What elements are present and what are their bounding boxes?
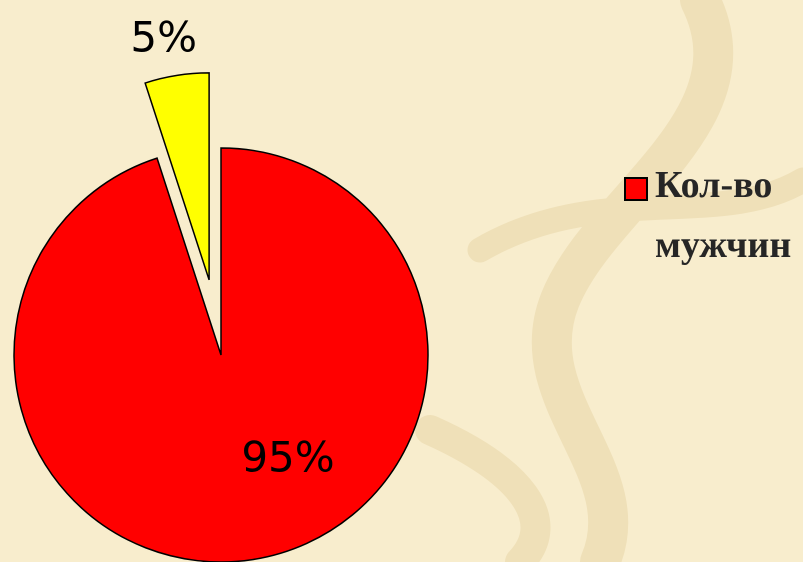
data-label: 95%	[241, 433, 334, 482]
data-label: 5%	[130, 12, 197, 61]
slide: 95% 5% Кол-во мужчин	[0, 0, 803, 562]
legend-swatch	[625, 178, 647, 200]
background-decoration	[430, 0, 803, 562]
pie-slice	[14, 148, 428, 562]
pie	[14, 73, 428, 562]
legend-label: Кол-во мужчин	[655, 155, 795, 275]
chart: 95% 5%	[0, 0, 803, 562]
